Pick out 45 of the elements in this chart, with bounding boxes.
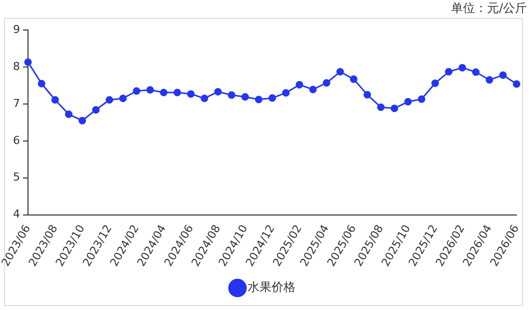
y-tick-label: 8 xyxy=(13,60,20,73)
point xyxy=(228,91,236,99)
point xyxy=(431,79,439,87)
point xyxy=(119,94,127,102)
point xyxy=(160,88,168,96)
y-tick-label: 7 xyxy=(13,96,20,110)
point xyxy=(51,96,59,104)
point xyxy=(499,71,507,79)
point xyxy=(78,116,86,124)
point xyxy=(214,88,222,96)
point xyxy=(390,104,398,112)
point xyxy=(254,96,262,104)
point xyxy=(92,106,100,114)
point xyxy=(200,94,208,102)
legend-label: 水果价格 xyxy=(248,280,296,294)
point xyxy=(24,58,32,66)
point xyxy=(418,95,426,103)
text: 单位：元/公斤 xyxy=(450,0,527,16)
y-tick-label: 6 xyxy=(13,134,20,147)
point xyxy=(296,80,304,88)
point xyxy=(377,104,385,112)
point xyxy=(486,76,494,84)
point xyxy=(472,68,480,76)
point xyxy=(241,93,249,101)
point xyxy=(404,98,412,106)
point xyxy=(132,87,140,95)
point xyxy=(64,110,72,118)
point xyxy=(174,88,182,96)
point xyxy=(322,79,330,87)
point xyxy=(350,75,358,83)
y-tick-label: 9 xyxy=(13,22,20,36)
point xyxy=(336,68,344,76)
point xyxy=(38,80,46,88)
point xyxy=(458,64,466,72)
point xyxy=(309,86,317,94)
point xyxy=(146,86,154,94)
point xyxy=(187,90,195,98)
point xyxy=(268,94,276,102)
y-tick-label: 4 xyxy=(13,208,20,221)
point xyxy=(444,68,452,76)
point xyxy=(106,96,114,104)
point xyxy=(282,89,290,97)
point xyxy=(512,80,520,88)
point xyxy=(364,90,372,98)
y-tick-label: 5 xyxy=(13,170,20,184)
